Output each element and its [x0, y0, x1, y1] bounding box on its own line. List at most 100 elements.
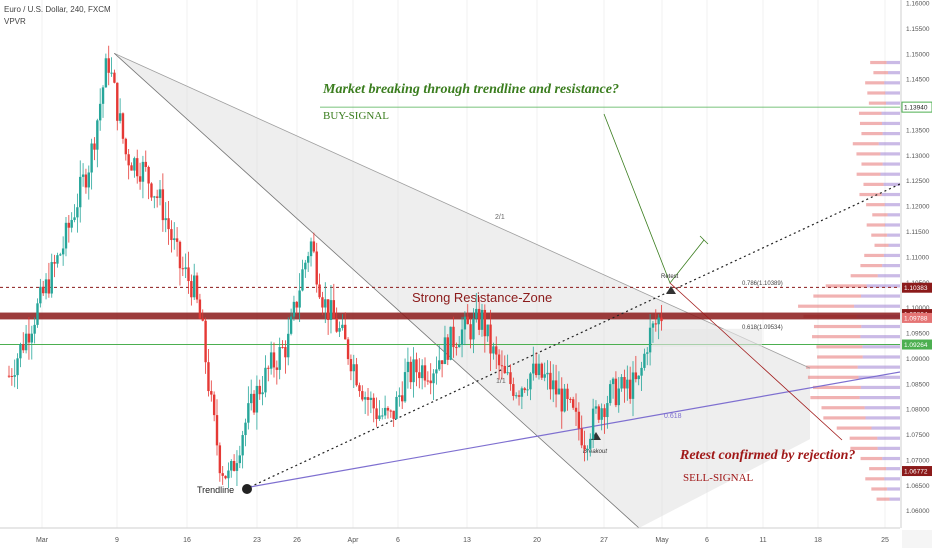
sell-arrow: [669, 282, 843, 441]
candle-body-195: [563, 388, 566, 412]
profile-bar-red-17: [813, 324, 862, 329]
candle-body-6: [24, 333, 28, 351]
profile-bar-red-39: [868, 101, 886, 105]
price-tag-4: 1.09264: [904, 342, 928, 349]
profile-bar-blue-31: [883, 182, 900, 186]
candle-body-137: [398, 395, 401, 397]
profile-bar-blue-21: [866, 284, 900, 288]
price-tick-0: 1.06000: [906, 508, 930, 515]
candle-body-124: [361, 391, 364, 400]
candle-body-62: [184, 267, 187, 270]
candle-body-144: [418, 372, 421, 379]
fan-area: [114, 53, 811, 529]
candle-body-45: [136, 158, 139, 177]
candle-body-21: [67, 222, 71, 228]
candle-body-60: [178, 241, 182, 269]
candle-body-85: [249, 393, 253, 404]
profile-bar-red-37: [859, 121, 882, 126]
candle-body-87: [255, 385, 259, 413]
candle-body-199: [574, 407, 578, 412]
candle-body-53: [158, 189, 162, 198]
candle-body-197: [569, 399, 572, 401]
candle-body-229: [660, 317, 663, 322]
candle-body-8: [30, 333, 33, 343]
candle-body-170: [492, 346, 495, 354]
candle-body-22: [70, 219, 73, 228]
time-tick-1: 9: [115, 537, 119, 544]
candle-body-32: [98, 103, 102, 121]
candle-body-30: [93, 143, 96, 150]
candle-body-148: [429, 380, 432, 384]
candle-body-61: [181, 268, 185, 270]
sell-signal: SELL-SIGNAL: [683, 472, 754, 484]
candle-body-25: [79, 176, 82, 208]
candle-body-113: [329, 300, 333, 320]
candle-body-152: [440, 360, 444, 365]
time-tick-0: Mar: [36, 537, 49, 544]
profile-bar-red-43: [870, 60, 887, 65]
profile-bar-blue-6: [877, 436, 900, 440]
profile-bar-blue-27: [885, 223, 900, 227]
candle-body-63: [187, 267, 190, 282]
profile-bar-blue-42: [888, 71, 900, 75]
price-tick-8: 1.10000: [906, 305, 930, 312]
candle-body-140: [406, 361, 410, 373]
candle-body-192: [554, 380, 558, 395]
candle-body-23: [73, 217, 76, 220]
candle-body-89: [261, 392, 264, 395]
candle-body-40: [121, 113, 125, 139]
profile-bar-blue-37: [881, 121, 900, 126]
profile-bar-blue-30: [881, 192, 900, 197]
price-tick-20: 1.16000: [906, 1, 930, 8]
candle-body-95: [278, 347, 281, 370]
indicator-label: VPVR: [4, 17, 26, 26]
time-tick-5: Apr: [348, 537, 360, 544]
profile-bar-blue-1: [887, 487, 900, 491]
candle-body-174: [503, 365, 506, 374]
candle-body-91: [267, 367, 270, 369]
profile-bar-blue-24: [883, 253, 900, 258]
candle-body-107: [312, 241, 316, 252]
candle-body-79: [232, 461, 236, 471]
candle-body-4: [19, 344, 22, 359]
candle-body-157: [455, 347, 458, 349]
candle-body-11: [39, 286, 42, 304]
profile-bar-red-29: [866, 203, 885, 207]
candle-body-38: [116, 82, 119, 121]
candle-body-105: [306, 256, 310, 263]
price-tag-bg-4: [902, 339, 932, 350]
profile-bar-red-26: [871, 233, 888, 237]
profile-bar-red-1: [871, 487, 888, 491]
candle-body-162: [469, 324, 472, 340]
time-tick-12: 11: [759, 537, 766, 544]
candle-body-106: [309, 241, 313, 257]
candle-body-110: [321, 297, 324, 308]
candle-body-74: [218, 445, 222, 474]
candle-body-210: [606, 403, 609, 418]
time-tick-9: 27: [600, 537, 608, 544]
profile-bar-red-12: [807, 375, 859, 379]
candle-body-191: [552, 380, 555, 390]
candle-body-200: [577, 411, 581, 429]
profile-bar-blue-35: [878, 142, 900, 146]
price-tick-19: 1.15500: [906, 26, 930, 33]
profile-bar-blue-0: [889, 497, 900, 501]
profile-bar-red-21: [825, 284, 867, 288]
candle-body-92: [269, 352, 273, 369]
profile-bar-blue-34: [880, 152, 900, 156]
candle-body-36: [110, 72, 113, 74]
price-tag-bg-5: [902, 466, 932, 477]
candle-body-109: [318, 284, 321, 298]
candle-body-0: [7, 375, 11, 377]
candle-body-186: [537, 363, 541, 376]
profile-bar-blue-8: [865, 416, 900, 420]
price-tick-17: 1.14500: [906, 77, 930, 84]
candle-body-2: [13, 375, 16, 377]
candle-body-216: [623, 377, 626, 389]
profile-bar-blue-28: [887, 213, 900, 217]
candle-body-75: [221, 473, 224, 476]
candle-body-77: [227, 470, 230, 479]
profile-bar-blue-33: [882, 162, 900, 166]
candle-body-64: [190, 281, 193, 298]
